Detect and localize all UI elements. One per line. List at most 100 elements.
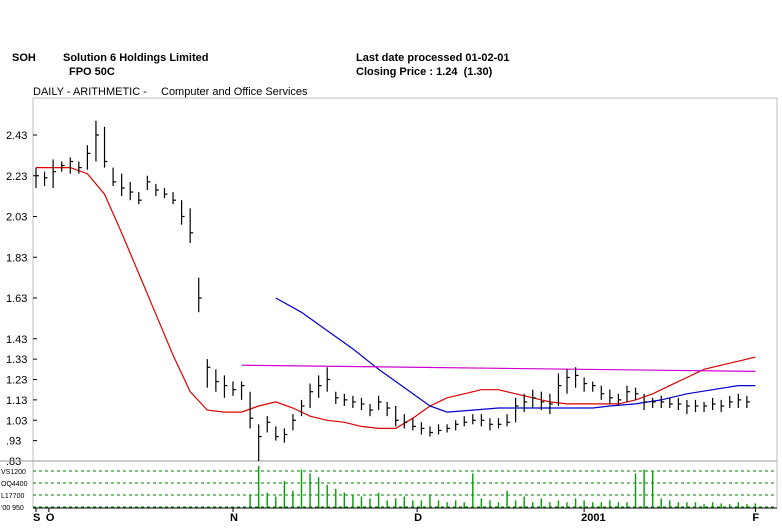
price-bar xyxy=(369,403,374,417)
volume-bars xyxy=(249,465,757,508)
price-bar xyxy=(249,391,254,429)
price-bar xyxy=(497,418,502,429)
price-bar xyxy=(626,385,630,402)
price-bar xyxy=(669,397,673,409)
price-bar xyxy=(515,397,519,423)
plot-frame xyxy=(32,97,778,509)
closing-price: Closing Price : 1.24 (1.30) xyxy=(356,66,493,78)
price-bar xyxy=(189,208,194,243)
price-bar xyxy=(129,181,134,201)
price-bar xyxy=(574,367,579,388)
price-bar xyxy=(557,373,562,406)
price-bar xyxy=(592,381,596,392)
price-bar xyxy=(540,391,545,411)
price-bar xyxy=(240,381,245,400)
sector-label: Computer and Office Services xyxy=(161,86,308,98)
x-tick-label: S xyxy=(33,512,40,524)
price-bar xyxy=(566,369,571,394)
x-tick-label: N xyxy=(230,512,238,524)
price-bar xyxy=(617,393,622,406)
price-bar xyxy=(335,391,339,404)
price-bar xyxy=(720,399,725,413)
chart-mode-label: DAILY - ARITHMETIC - xyxy=(33,86,147,98)
volume-scale-label: VS1200 xyxy=(1,469,26,476)
price-bar xyxy=(78,161,82,174)
y-tick-label: .83 xyxy=(6,456,21,468)
price-bar xyxy=(215,369,219,392)
price-bar xyxy=(258,424,262,461)
price-bar xyxy=(95,120,99,162)
volume-scale-label: L17700 xyxy=(1,493,24,500)
y-tick-label: 1.63 xyxy=(6,293,27,305)
x-axis: S O N D 2001 F xyxy=(33,507,777,524)
price-bar xyxy=(729,395,733,409)
y-tick-label: 1.83 xyxy=(6,252,27,264)
y-tick-label: 1.23 xyxy=(6,375,27,387)
price-bar xyxy=(283,428,288,443)
price-bar xyxy=(609,389,613,404)
price-bar xyxy=(121,173,125,197)
price-bar xyxy=(326,367,331,392)
price-bar xyxy=(35,167,39,188)
y-tick-label: 1.33 xyxy=(6,354,27,366)
price-bar xyxy=(737,393,742,409)
last-date-processed: Last date processed 01-02-01 xyxy=(356,52,510,64)
security-code: SOH xyxy=(12,52,36,64)
volume-scale-label: OQ4400 xyxy=(1,481,28,488)
price-bar xyxy=(677,397,682,411)
price-bar xyxy=(463,416,468,427)
price-bar xyxy=(712,397,716,411)
y-tick-label: .93 xyxy=(6,436,21,448)
x-tick-label: F xyxy=(752,512,759,524)
y-tick-label: 2.23 xyxy=(6,171,27,183)
y-tick-label: 2.03 xyxy=(6,212,27,224)
price-bar xyxy=(155,183,159,197)
price-bar xyxy=(746,395,750,409)
price-bar xyxy=(275,426,279,441)
red-ma-line xyxy=(36,167,756,429)
x-tick-label: O xyxy=(46,512,55,524)
price-bar xyxy=(377,395,382,411)
price-bar xyxy=(172,192,177,205)
y-tick-label: 1.03 xyxy=(6,415,27,427)
price-bar xyxy=(232,381,236,396)
price-bar xyxy=(403,414,408,429)
price-bar xyxy=(103,126,108,168)
price-bar xyxy=(52,159,57,188)
price-bar xyxy=(352,395,356,409)
price-bar xyxy=(472,414,476,425)
price-bar xyxy=(412,418,416,431)
price-bar xyxy=(523,393,528,413)
price-bar xyxy=(532,389,536,409)
price-bar xyxy=(395,405,399,427)
price-bar xyxy=(223,375,228,398)
price-bar xyxy=(446,424,451,433)
price-bar xyxy=(61,161,65,172)
price-bar xyxy=(292,414,296,431)
price-bar xyxy=(583,377,588,392)
y-tick-label: 1.13 xyxy=(6,395,27,407)
volume-scale-label: '00 950 xyxy=(1,505,24,512)
price-bar xyxy=(506,414,511,427)
company-name: Solution 6 Holdings Limited xyxy=(63,52,209,64)
price-bar xyxy=(163,187,168,199)
blue-ma-line xyxy=(275,297,756,413)
price-bar xyxy=(181,200,185,225)
indicator-lines xyxy=(36,167,756,429)
price-bar xyxy=(420,422,425,435)
price-bar xyxy=(43,171,48,186)
price-bar xyxy=(69,157,74,174)
price-bar xyxy=(694,399,699,413)
price-bar xyxy=(437,424,442,435)
price-bar xyxy=(660,395,665,409)
y-axis: 2.43 2.23 2.03 1.83 1.63 1.43 1.33 1.23 1.13 1.03… xyxy=(0,130,777,468)
price-bar xyxy=(146,175,151,191)
price-bar xyxy=(266,416,271,433)
price-bar xyxy=(489,418,493,431)
price-bar xyxy=(703,401,708,413)
y-tick-label: 2.43 xyxy=(6,130,27,142)
security-description: FPO 50C xyxy=(69,66,115,78)
x-tick-label: D xyxy=(414,512,422,524)
price-bar xyxy=(309,383,314,409)
